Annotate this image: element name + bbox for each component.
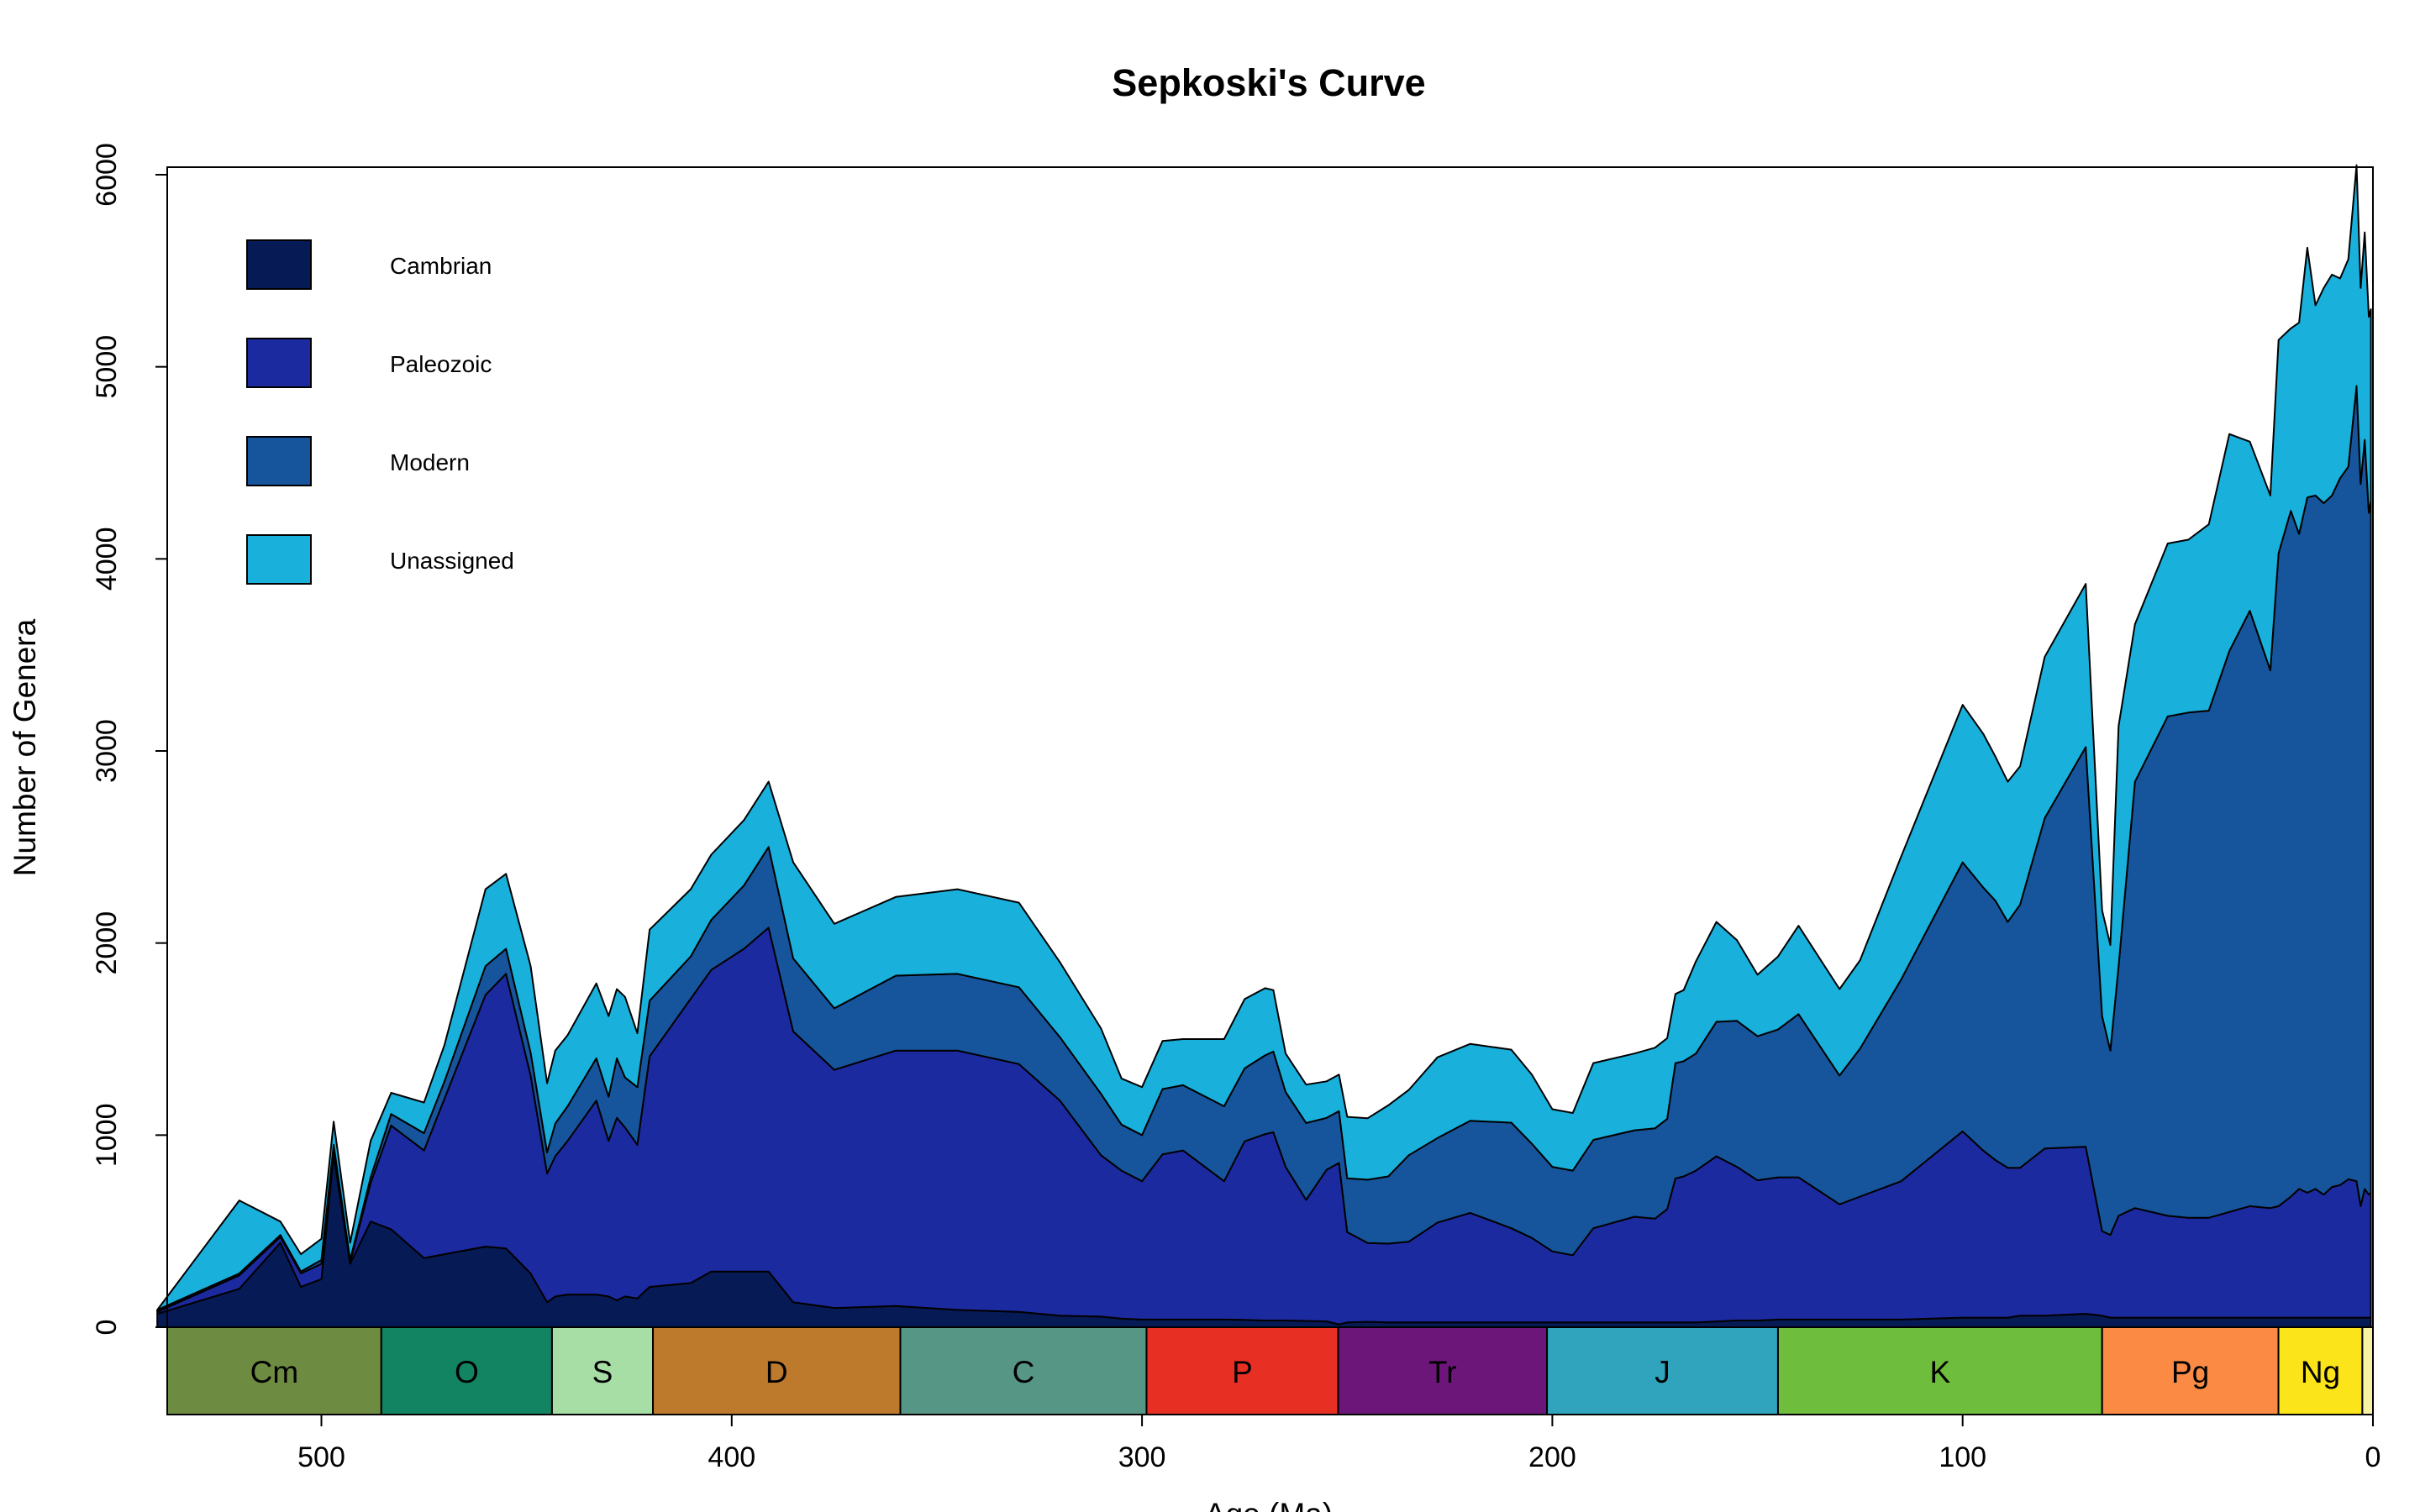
y-tick-label: 5000 <box>91 335 123 399</box>
period-label: P <box>1232 1355 1253 1389</box>
period-block-tr <box>1337 1326 1549 1415</box>
period-block-d <box>652 1326 902 1415</box>
x-tick-label: 100 <box>1939 1441 1986 1473</box>
period-bar: Cm O S D C P Tr J K Pg Ng <box>166 1326 2374 1415</box>
x-tick-label: 500 <box>297 1441 345 1473</box>
legend-swatch-cambrian <box>246 239 312 290</box>
period-block-j <box>1546 1326 1779 1415</box>
period-label: O <box>455 1355 479 1389</box>
y-tick-label: 4000 <box>91 528 123 591</box>
chart-title: Sepkoski's Curve <box>1112 61 1425 104</box>
stacked-areas <box>156 164 2372 1328</box>
y-axis-label: Number of Genera <box>8 618 42 876</box>
x-tick-label: 0 <box>2365 1441 2381 1473</box>
legend-label-cambrian: Cambrian <box>390 253 492 279</box>
legend: Cambrian Paleozoic Modern Unassigned <box>246 239 514 585</box>
period-block-quaternary <box>2361 1326 2374 1415</box>
period-label: Pg <box>2171 1355 2209 1389</box>
period-block-pg <box>2101 1326 2280 1415</box>
y-tick-label: 6000 <box>91 143 123 207</box>
period-label: C <box>1013 1355 1035 1389</box>
period-block-c <box>899 1326 1148 1415</box>
legend-swatch-unassigned <box>246 534 312 585</box>
period-label: Ng <box>2301 1355 2340 1389</box>
legend-swatch-paleozoic <box>246 338 312 388</box>
y-tick-label: 3000 <box>91 719 123 783</box>
y-axis: 0 1000 2000 3000 4000 5000 6000 <box>91 143 168 1336</box>
x-axis: 500 400 300 200 100 0 <box>297 1414 2381 1473</box>
period-label: Tr <box>1428 1355 1457 1389</box>
x-tick-label: 300 <box>1118 1441 1166 1473</box>
x-axis-label: Age (Ma) <box>1205 1497 1333 1512</box>
period-block-ng <box>2277 1326 2364 1415</box>
period-label: K <box>1929 1355 1950 1389</box>
period-label: Cm <box>250 1355 299 1389</box>
legend-swatch-modern <box>246 436 312 486</box>
legend-label-paleozoic: Paleozoic <box>390 351 492 377</box>
period-block-p <box>1145 1326 1339 1415</box>
x-tick-label: 200 <box>1528 1441 1576 1473</box>
y-tick-label: 0 <box>91 1320 123 1336</box>
legend-label-modern: Modern <box>390 449 470 475</box>
period-label: J <box>1655 1355 1670 1389</box>
period-label: S <box>592 1355 613 1389</box>
legend-label-unassigned: Unassigned <box>390 548 514 574</box>
y-tick-label: 1000 <box>91 1104 123 1168</box>
x-tick-label: 400 <box>708 1441 755 1473</box>
period-label: D <box>765 1355 788 1389</box>
area-unassigned <box>156 164 2372 1311</box>
y-tick-label: 2000 <box>91 911 123 975</box>
